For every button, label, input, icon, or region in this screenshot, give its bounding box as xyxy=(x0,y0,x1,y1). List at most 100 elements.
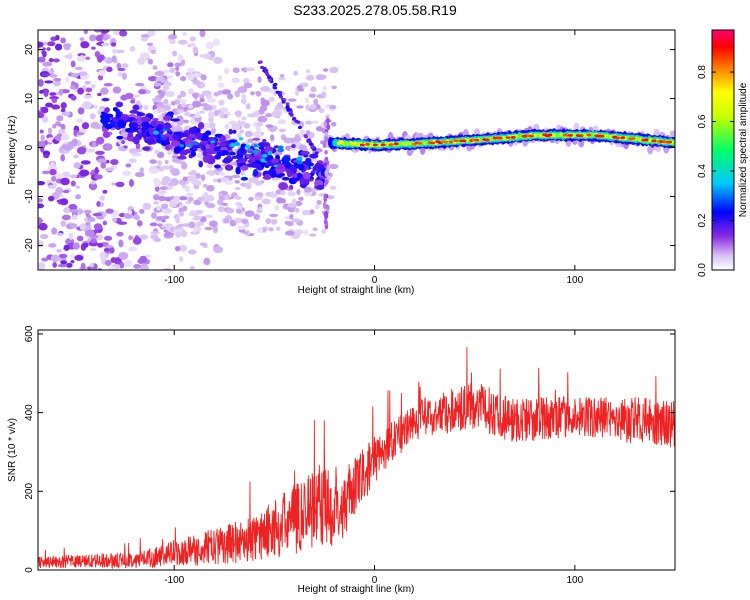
spectrogram-blob xyxy=(158,91,167,96)
colorbar-gradient xyxy=(711,29,735,271)
spectrogram-blob xyxy=(140,266,150,270)
chart-title: S233.2025.278.05.58.R19 xyxy=(293,2,457,18)
spectrogram-blob xyxy=(38,217,43,225)
spectrogram-blob xyxy=(115,111,122,119)
spectrogram-blob xyxy=(202,183,208,188)
spectrogram-blob xyxy=(214,153,221,160)
spectrogram-blob xyxy=(228,151,236,156)
spectrogram-blob xyxy=(117,67,126,72)
spectrogram-blob xyxy=(209,142,215,151)
spectrogram-blob xyxy=(309,104,317,110)
spectrogram-blob xyxy=(154,71,165,76)
spectrogram-blob xyxy=(62,171,71,177)
spectrogram-blob xyxy=(181,162,188,170)
spectrogram-blob xyxy=(246,163,256,168)
spectrogram-blob xyxy=(293,135,302,143)
spectrogram-blob xyxy=(55,34,60,41)
spectrogram-blob xyxy=(307,162,315,167)
spectrogram-blob xyxy=(241,93,247,99)
spectrogram-blob xyxy=(64,76,70,83)
spectrogram-blob xyxy=(213,246,224,254)
spectrogram-blob xyxy=(194,111,201,119)
colorbar-tick-label: 0.0 xyxy=(697,263,708,277)
spectrogram-blob xyxy=(211,104,217,111)
spectrogram-blob xyxy=(175,66,180,71)
spectrogram-blob xyxy=(89,113,96,120)
spectrogram-blob xyxy=(281,155,291,163)
spectrogram-blob xyxy=(448,140,454,144)
spectrogram-blob xyxy=(41,115,49,123)
spectrogram-blob xyxy=(100,162,107,169)
spectrogram-blob xyxy=(136,220,143,227)
spectrogram-blob xyxy=(188,127,197,135)
spectrogram-blob xyxy=(182,119,189,124)
spectrogram-blob xyxy=(108,266,118,270)
spectrogram-blob xyxy=(88,182,98,191)
spectrogram-blob xyxy=(188,249,197,255)
spectrogram-blob xyxy=(497,136,503,140)
spectrogram-blob xyxy=(186,192,194,197)
spectrogram-blob xyxy=(60,134,70,141)
spectrogram-blob xyxy=(149,168,160,174)
spectrogram-blob xyxy=(122,170,132,176)
spectrogram-blob xyxy=(123,259,133,268)
spectrogram-blob xyxy=(191,72,202,78)
spectrogram-blob xyxy=(189,36,197,42)
spectrogram-blob xyxy=(130,99,136,104)
spectrogram-blob xyxy=(655,145,662,152)
spectrogram-blob xyxy=(247,138,254,144)
spectrogram-blob xyxy=(58,88,64,96)
spectrogram-blob xyxy=(324,136,329,143)
spectrogram-blob xyxy=(156,151,165,159)
spectrogram-blob xyxy=(69,84,76,90)
spectrogram-blob xyxy=(121,116,129,121)
spectrogram-blob xyxy=(227,93,234,100)
spectrogram-blob xyxy=(168,144,173,150)
spectrogram-blob xyxy=(49,67,55,76)
spectrogram-blob xyxy=(234,202,243,206)
spectrogram-blob xyxy=(73,162,81,169)
spectrogram-blob xyxy=(291,218,301,223)
spectrogram-blob xyxy=(293,70,298,76)
snr-ylabel: SNR (10 * v/v) xyxy=(7,418,18,482)
spectrogram-blob xyxy=(323,121,328,127)
spectrogram-blob xyxy=(262,138,267,144)
spectrogram-blob xyxy=(161,203,169,210)
spectrogram-blob xyxy=(94,50,101,58)
spectrogram-blob xyxy=(272,83,277,87)
spectrogram-blob xyxy=(241,116,247,121)
spectrogram-blob xyxy=(245,103,251,110)
spectrogram-blob xyxy=(54,43,63,51)
spectrogram-blob xyxy=(197,121,205,130)
spectrogram-blob xyxy=(253,144,258,147)
spectrogram-blob xyxy=(257,76,262,83)
spectrogram-blob xyxy=(318,107,325,114)
spectrogram-blob xyxy=(56,248,62,253)
spectrogram-blob xyxy=(188,171,198,176)
spectrogram-blob xyxy=(238,158,248,163)
snr-panel: -100 0 100 0 200 400 600 Height of straight li… xyxy=(7,325,676,595)
spectrogram-blob xyxy=(240,176,249,181)
spectrogram-blob xyxy=(69,209,80,213)
spectrogram-blob xyxy=(104,259,112,267)
spectrogram-blob xyxy=(388,143,394,147)
spectrogram-blob xyxy=(260,85,271,92)
colorbar-tick-label: 0.6 xyxy=(697,114,708,128)
spectrogram-blob xyxy=(372,143,378,147)
spectrogram-blob xyxy=(97,158,107,164)
spectrogram-blob xyxy=(268,96,275,102)
spectrogram-blob xyxy=(296,160,303,165)
spectrogram-blob xyxy=(208,56,214,61)
spectrogram-blob xyxy=(289,177,299,182)
spectrogram-blob xyxy=(115,101,124,108)
spectrogram-blob xyxy=(75,185,80,189)
spectrogram-blob xyxy=(68,203,78,211)
spectrogram-blob xyxy=(154,149,160,154)
spectrogram-blob xyxy=(48,58,54,63)
spectrogram-blob xyxy=(90,84,96,89)
spectrogram-blob xyxy=(192,46,199,54)
spectrogram-blob xyxy=(96,200,101,207)
spectrogram-blob xyxy=(214,164,222,169)
spectrogram-blob xyxy=(244,210,255,217)
spectrogram-blob xyxy=(324,169,329,177)
